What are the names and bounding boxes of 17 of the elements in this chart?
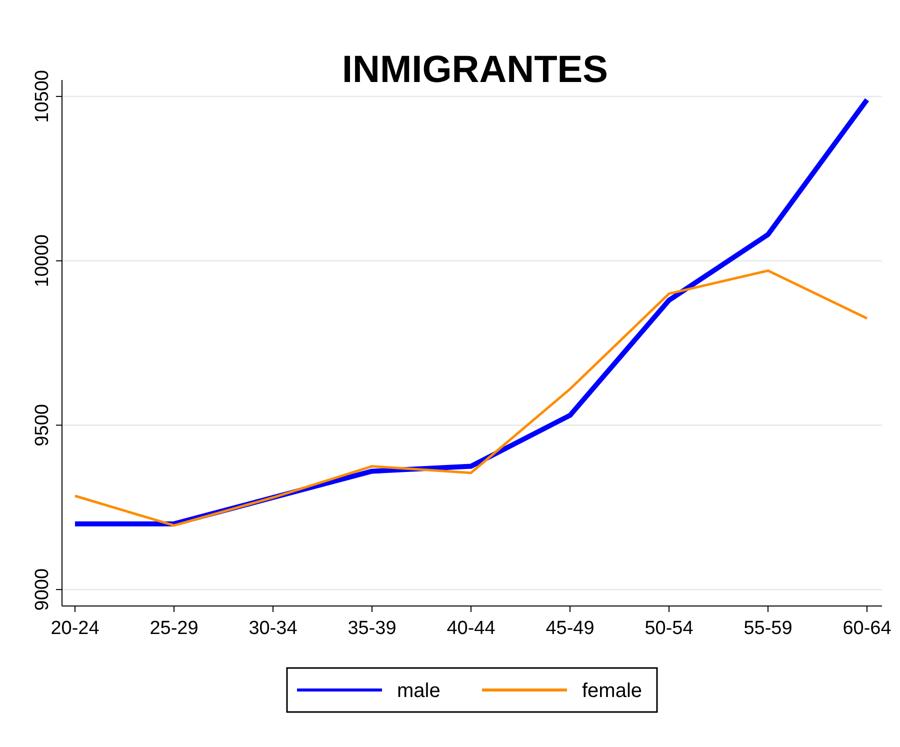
x-tick-label: 45-49	[546, 618, 594, 639]
chart-title: INMIGRANTES	[342, 49, 608, 91]
y-tick-label: 9000	[32, 568, 53, 611]
x-tick-label: 40-44	[446, 618, 496, 639]
line-series	[74, 269, 868, 527]
legend-label: female	[582, 680, 642, 702]
x-tick-label: 35-39	[348, 618, 396, 639]
x-tick-label: 55-59	[744, 618, 792, 639]
x-tick-label: 60-64	[842, 618, 892, 639]
y-tick-label: 10000	[32, 234, 53, 288]
x-tick-label: 50-54	[644, 618, 694, 639]
x-tick-label: 25-29	[150, 618, 198, 639]
y-tick-label: 9500	[32, 404, 53, 446]
legend-label: male	[397, 680, 440, 702]
x-tick-label: 20-24	[50, 618, 100, 639]
y-tick-label: 10500	[32, 70, 53, 123]
x-tick-label: 30-34	[248, 618, 298, 639]
